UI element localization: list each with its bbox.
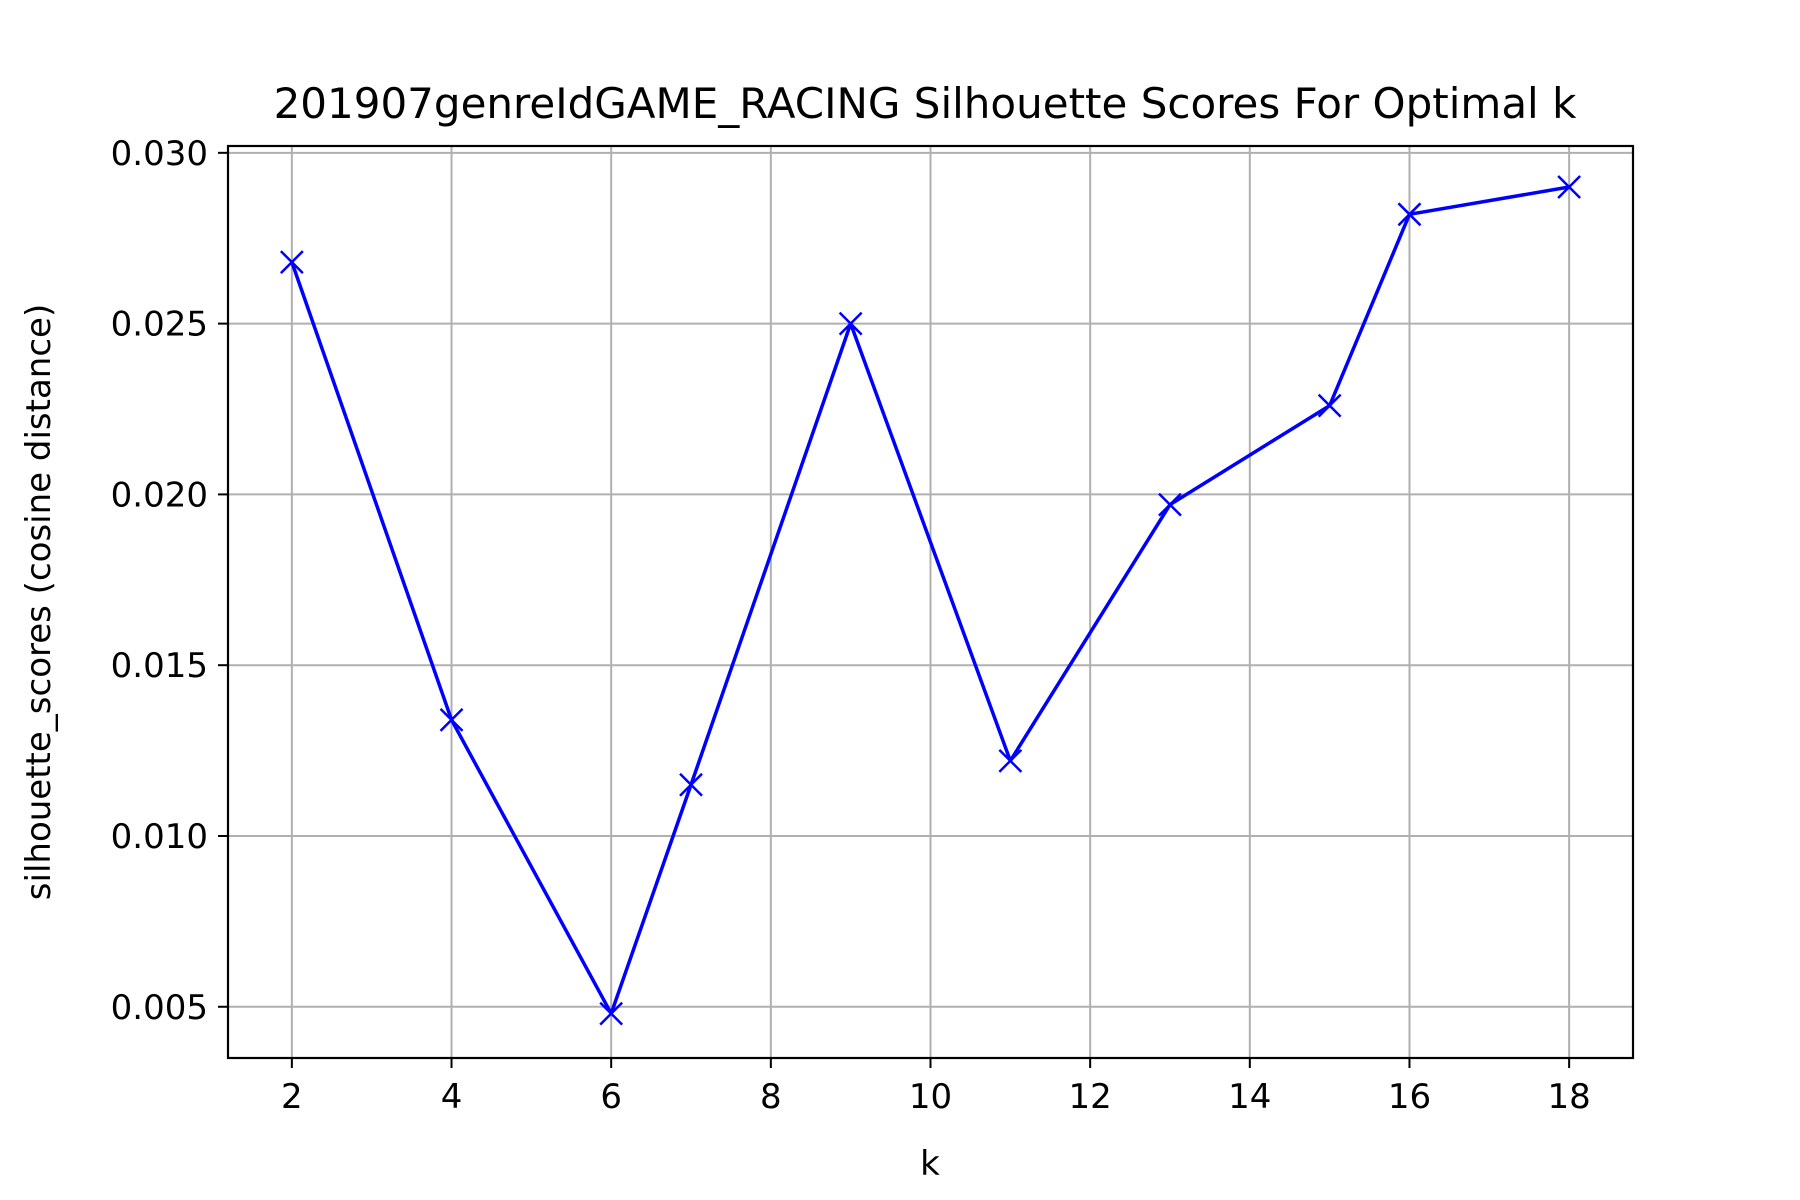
data-point-marker — [679, 772, 703, 797]
data-point-marker — [599, 1001, 624, 1026]
y-tick-label: 0.010 — [111, 817, 208, 857]
y-tick-label: 0.015 — [111, 646, 208, 686]
data-point-marker — [1397, 202, 1422, 227]
series-line — [290, 185, 1570, 1016]
data-point-marker — [1557, 175, 1582, 199]
data-point-marker — [279, 250, 304, 275]
data-point-marker — [1158, 492, 1182, 517]
y-axis-label: silhouette_scores (cosine distance) — [19, 304, 59, 900]
chart-title: 201907genreIdGAME_RACING Silhouette Scor… — [274, 79, 1577, 128]
data-point-marker — [1317, 393, 1342, 418]
x-tick-label: 6 — [600, 1077, 622, 1117]
data-point-marker — [838, 311, 863, 336]
axis-ticks: 2 4 6 8 10 12 14 16 18 0.005 0.010 0.015 0.020 0.025 0… — [111, 134, 1591, 1117]
data-point-marker — [998, 748, 1023, 773]
x-tick-label: 18 — [1548, 1077, 1591, 1117]
x-tick-label: 2 — [281, 1077, 303, 1117]
y-tick-label: 0.025 — [111, 305, 208, 345]
x-tick-label: 10 — [909, 1077, 952, 1117]
x-tick-label: 14 — [1228, 1077, 1271, 1117]
y-tick-label: 0.005 — [111, 988, 208, 1028]
y-tick-label: 0.020 — [111, 475, 208, 515]
x-tick-label: 12 — [1069, 1077, 1112, 1117]
x-tick-label: 8 — [760, 1077, 782, 1117]
grid — [228, 146, 1633, 1058]
x-axis-label: k — [920, 1144, 940, 1184]
x-tick-label: 16 — [1388, 1077, 1431, 1117]
x-tick-label: 4 — [441, 1077, 463, 1117]
data-series — [279, 175, 1582, 1026]
data-point-marker — [439, 707, 464, 732]
y-tick-label: 0.030 — [111, 134, 208, 174]
